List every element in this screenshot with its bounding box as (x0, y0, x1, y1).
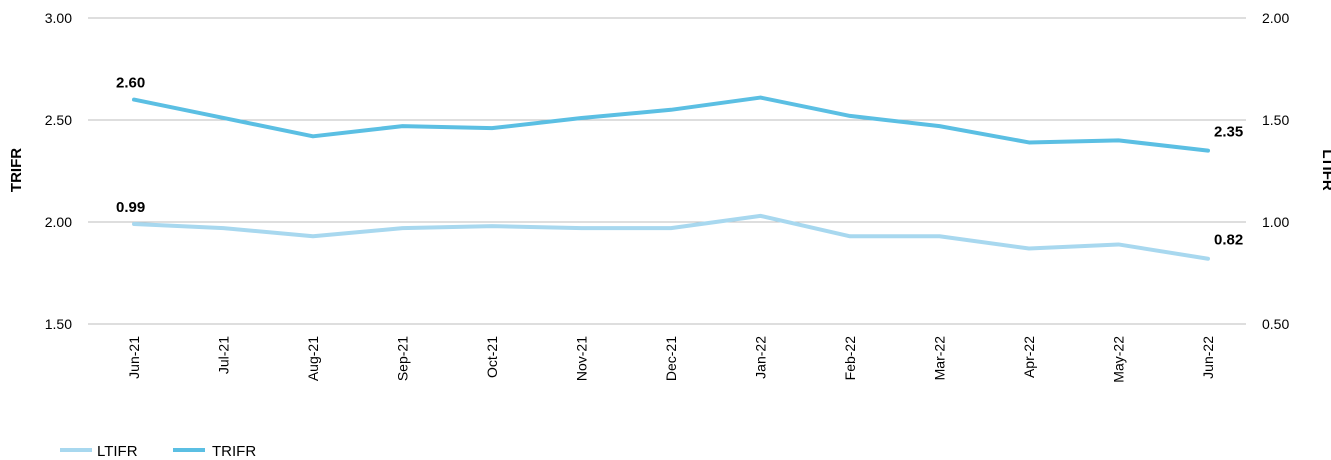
legend-label-trifr: TRIFR (212, 443, 256, 460)
series-line-trifr (132, 95, 1210, 153)
right-tick-label: 0.50 (1262, 316, 1289, 332)
series-lines (132, 95, 1210, 261)
right-axis-title: LTIFR (1319, 149, 1331, 191)
right-tick-label: 1.00 (1262, 214, 1289, 230)
data-label-trifr: 2.35 (1214, 124, 1243, 141)
x-tick-label: Jan-22 (753, 336, 769, 379)
data-label-trifr: 2.60 (116, 75, 145, 92)
left-axis-title: TRIFR (8, 148, 25, 192)
left-tick-label: 2.00 (45, 214, 72, 230)
left-tick-label: 2.50 (45, 112, 72, 128)
x-tick-label: Oct-21 (484, 336, 500, 378)
x-tick-label: Nov-21 (574, 336, 590, 381)
x-tick-label: Apr-22 (1021, 336, 1037, 378)
x-tick-label: Aug-21 (305, 336, 321, 381)
legend: LTIFR TRIFR (60, 443, 256, 460)
legend-label-ltifr: LTIFR (97, 443, 138, 460)
data-labels: 2.60 2.35 0.99 0.82 (116, 75, 1243, 249)
x-tick-label: May-22 (1111, 336, 1127, 383)
x-axis-ticks: Jun-21 Jul-21 Aug-21 Sep-21 Oct-21 Nov-21 Dec-… (126, 336, 1216, 383)
right-tick-label: 2.00 (1262, 10, 1289, 26)
x-tick-label: Dec-21 (663, 336, 679, 381)
right-tick-label: 1.50 (1262, 112, 1289, 128)
x-tick-label: Jun-21 (126, 336, 142, 379)
x-tick-label: Jun-22 (1200, 336, 1216, 379)
data-label-ltifr: 0.99 (116, 199, 145, 216)
series-line-ltifr (132, 213, 1210, 261)
left-axis-ticks: 1.50 2.00 2.50 3.00 (45, 10, 72, 332)
x-tick-label: Sep-21 (395, 336, 411, 381)
x-tick-label: Mar-22 (932, 336, 948, 381)
gridlines (88, 17, 1246, 325)
x-tick-label: Jul-21 (216, 336, 232, 374)
data-label-ltifr: 0.82 (1214, 232, 1243, 249)
left-tick-label: 3.00 (45, 10, 72, 26)
x-tick-label: Feb-22 (842, 336, 858, 381)
left-tick-label: 1.50 (45, 316, 72, 332)
right-axis-ticks: 0.50 1.00 1.50 2.00 (1262, 10, 1289, 332)
